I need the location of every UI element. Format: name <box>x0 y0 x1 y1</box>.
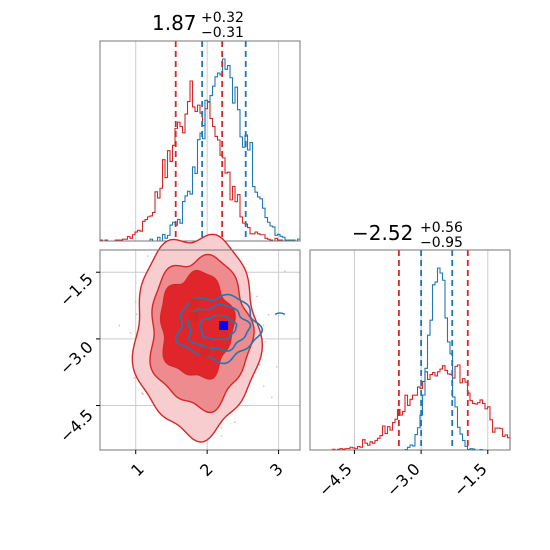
sample-point <box>133 377 136 379</box>
sample-point <box>275 366 278 368</box>
truth-marker <box>189 298 199 308</box>
param1-title: 1.87 +0.32 −0.31 <box>152 10 244 41</box>
truth-marker <box>189 312 199 322</box>
histogram-step-line <box>99 80 300 242</box>
joint-y-tick-labels: −1.5 −3.0 −4.5 <box>56 269 97 446</box>
joint-x-tick-labels: 1 2 3 <box>127 459 287 480</box>
truth-marker <box>219 321 229 331</box>
sample-point <box>264 341 267 343</box>
param2-x-tick-label: −3.0 <box>383 459 424 500</box>
param2-histogram-panel <box>309 249 511 454</box>
sample-point <box>256 295 258 298</box>
sample-point <box>142 393 144 396</box>
param2-title-plus: +0.56 <box>420 220 463 236</box>
panel-frame <box>309 249 511 451</box>
param2-title-median: −2.52 <box>352 221 413 245</box>
param2-x-tick-label: −4.5 <box>315 459 356 500</box>
joint-x-tick-label: 3 <box>266 459 287 480</box>
param2-x-tick-label: −1.5 <box>450 459 491 500</box>
sample-point <box>141 392 143 394</box>
joint-x-tick-label: 1 <box>127 459 148 480</box>
blue-contour-fragment <box>274 312 286 316</box>
panel-frame <box>99 249 301 451</box>
blue-contour-inner <box>199 314 238 341</box>
param1-title-median: 1.87 <box>152 11 197 35</box>
red-contour-inner <box>159 269 236 380</box>
sample-point <box>146 255 149 257</box>
param2-x-tick-labels: −4.5 −3.0 −1.5 <box>315 459 491 500</box>
sample-point <box>129 331 132 334</box>
sample-point <box>284 270 286 273</box>
red-contour-lobe <box>203 358 218 373</box>
sample-point <box>136 313 138 316</box>
param1-title-minus: −0.31 <box>201 25 244 41</box>
joint-y-tick-label: −3.0 <box>56 337 97 378</box>
joint-y-tick-label: −1.5 <box>56 269 97 310</box>
param2-title-minus: −0.95 <box>420 235 463 251</box>
sample-point <box>262 324 265 327</box>
sample-point <box>118 324 121 327</box>
histogram-step-line <box>310 267 510 451</box>
joint-x-tick-label: 2 <box>196 459 217 480</box>
sample-point <box>220 427 223 429</box>
blue-contour-outer <box>174 293 264 365</box>
joint-contour-panel <box>96 233 301 454</box>
truth-marker <box>200 347 210 357</box>
panel-frame <box>99 40 301 242</box>
histogram-step-line <box>310 364 511 451</box>
param1-title-plus: +0.32 <box>201 10 244 26</box>
param2-title: −2.52 +0.56 −0.95 <box>352 220 463 251</box>
sample-point <box>134 300 137 303</box>
sample-point <box>262 385 265 387</box>
sample-point <box>234 421 236 424</box>
histogram-step-line <box>100 58 301 242</box>
joint-y-tick-label: −4.5 <box>56 405 97 446</box>
param1-histogram-panel <box>99 40 301 242</box>
sample-point <box>271 396 273 399</box>
sample-point <box>267 313 270 316</box>
sample-point <box>258 364 261 366</box>
blue-contour-middle <box>187 303 252 352</box>
sample-point <box>220 435 223 437</box>
